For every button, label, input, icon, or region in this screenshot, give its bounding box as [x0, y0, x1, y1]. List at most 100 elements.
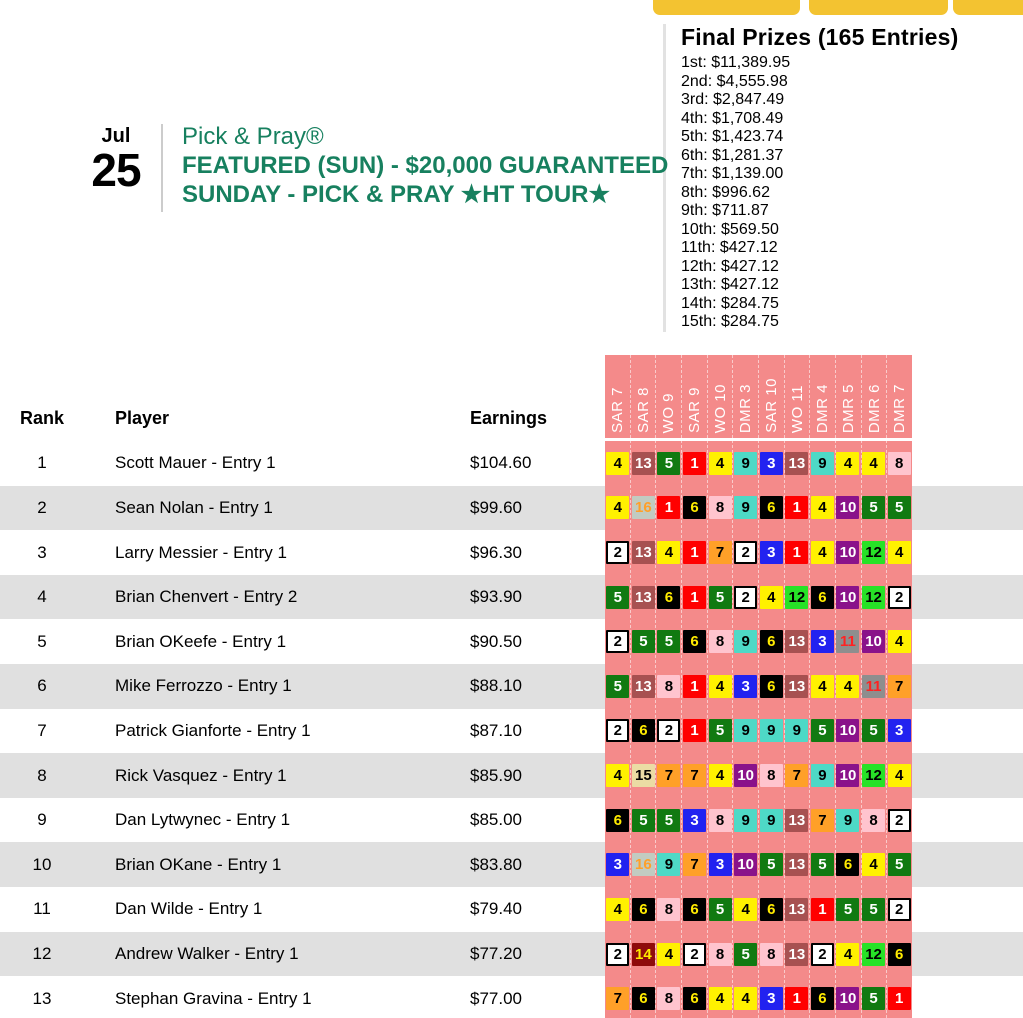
pick-cell: 1 [810, 887, 836, 932]
player-cell: Mike Ferrozzo - Entry 1 [115, 676, 292, 696]
pick-cell: 4 [886, 530, 912, 575]
leaderboard-header: Rank Player Earnings [0, 403, 1023, 437]
earnings-cell: $90.50 [470, 631, 522, 651]
race-column: WO 9 [656, 355, 683, 1018]
player-cell: Dan Wilde - Entry 1 [115, 899, 263, 919]
pick-tile: 10 [836, 541, 860, 565]
pick-tile: 10 [836, 585, 860, 609]
pick-cell: 9 [733, 798, 759, 843]
pick-cell: 4 [835, 664, 861, 709]
prize-line: 1st: $11,389.95 [681, 54, 791, 71]
event-header: Jul 25 Pick & Pray® FEATURED (SUN) - $20… [0, 118, 668, 228]
pick-cell: 11 [835, 619, 861, 664]
pick-tile: 6 [683, 630, 707, 654]
pick-tile: 10 [836, 987, 860, 1011]
pick-tile: 13 [631, 674, 655, 698]
pick-tile: 2 [887, 897, 911, 921]
prize-line: 6th: $1,281.37 [681, 146, 784, 164]
player-cell: Brian OKeefe - Entry 1 [115, 631, 287, 651]
pick-tile: 13 [631, 451, 655, 475]
pick-cell: 5 [886, 486, 912, 531]
rank-cell: 13 [32, 988, 52, 1008]
pick-cell: 5 [605, 664, 631, 709]
pick-tile: 2 [887, 585, 911, 609]
pick-cell: 4 [733, 887, 759, 932]
pick-cell: 6 [631, 976, 657, 1018]
player-cell: Sean Nolan - Entry 1 [115, 497, 273, 517]
pick-cell: 2 [682, 932, 708, 977]
race-label-text: SAR 8 [634, 387, 652, 433]
pick-cell: 9 [810, 441, 836, 486]
pick-cell: 16 [631, 486, 657, 531]
pick-cell: 6 [758, 887, 784, 932]
rank-cell: 6 [37, 676, 47, 696]
pick-cell: 9 [835, 798, 861, 843]
pick-tile: 13 [785, 630, 809, 654]
race-column: DMR 4 [810, 355, 837, 1018]
prize-line: 8th: $996.62 [681, 183, 770, 201]
pick-tile: 9 [759, 808, 783, 832]
rank-cell: 8 [37, 765, 47, 785]
pick-tile: 3 [683, 808, 707, 832]
pick-tile: 4 [606, 451, 630, 475]
event-date-month: Jul [101, 125, 131, 147]
earnings-cell: $83.80 [470, 854, 522, 874]
pick-cell: 9 [810, 753, 836, 798]
pick-cell: 5 [656, 798, 682, 843]
picks-group: 6 5 5 3 8 9 9 13 7 9 8 2 [605, 798, 912, 843]
pick-cell: 12 [861, 530, 887, 575]
pick-cell: 10 [835, 976, 861, 1018]
pick-cell: 4 [656, 530, 682, 575]
pick-tile: 8 [708, 942, 732, 966]
pick-cell: 6 [656, 575, 682, 620]
pick-cell: 4 [861, 441, 887, 486]
pick-tile: 6 [631, 719, 655, 743]
race-label: DMR 3 [733, 355, 758, 439]
pick-cell: 5 [707, 709, 733, 754]
pick-tile: 2 [606, 630, 630, 654]
pick-tile: 5 [862, 987, 886, 1011]
race-label-text: WO 10 [711, 383, 729, 433]
race-strip-header-separator [605, 438, 912, 441]
player-cell: Dan Lytwynec - Entry 1 [115, 810, 291, 830]
pick-tile: 1 [887, 987, 911, 1011]
gold-tab-2[interactable] [809, 0, 948, 15]
pick-cell: 5 [631, 798, 657, 843]
pick-tile: 4 [810, 674, 834, 698]
pick-tile: 10 [836, 496, 860, 520]
race-column: SAR 8 [631, 355, 657, 1018]
table-row: 6 Mike Ferrozzo - Entry 1 $88.10 5 13 8 1 4 3 6 13… [0, 664, 1023, 709]
pick-tile: 4 [836, 674, 860, 698]
pick-cell: 15 [631, 753, 657, 798]
pick-cell: 5 [605, 575, 631, 620]
prize-line: 5th: $1,423.74 [681, 128, 784, 145]
pick-cell: 8 [656, 887, 682, 932]
pick-cell: 9 [733, 486, 759, 531]
pick-tile: 4 [708, 674, 732, 698]
player-cell: Patrick Gianforte - Entry 1 [115, 720, 311, 740]
pick-tile: 5 [606, 585, 630, 609]
pick-tile: 1 [785, 541, 809, 565]
pick-tile: 9 [810, 764, 834, 788]
rank-cell: 7 [37, 720, 47, 740]
pick-cell: 8 [861, 798, 887, 843]
pick-tile: 13 [785, 451, 809, 475]
pick-tile: 5 [862, 719, 886, 743]
pick-tile: 11 [862, 674, 886, 698]
gold-tab-3[interactable] [953, 0, 1023, 15]
race-label: DMR 7 [887, 355, 912, 439]
rank-cell: 10 [32, 854, 52, 874]
picks-group: 7 6 8 6 4 4 3 1 6 10 5 1 [605, 976, 912, 1018]
player-cell: Scott Mauer - Entry 1 [115, 453, 276, 473]
pick-cell: 4 [835, 932, 861, 977]
pick-cell: 4 [810, 530, 836, 575]
pick-tile: 16 [631, 853, 655, 877]
pick-tile: 13 [785, 853, 809, 877]
pick-tile: 13 [785, 808, 809, 832]
gold-tab-1[interactable] [653, 0, 800, 15]
pick-cell: 8 [707, 619, 733, 664]
prize-line: 4th: $1,708.49 [681, 109, 784, 127]
pick-cell: 5 [656, 441, 682, 486]
pick-cell: 1 [682, 575, 708, 620]
pick-cell: 2 [605, 932, 631, 977]
